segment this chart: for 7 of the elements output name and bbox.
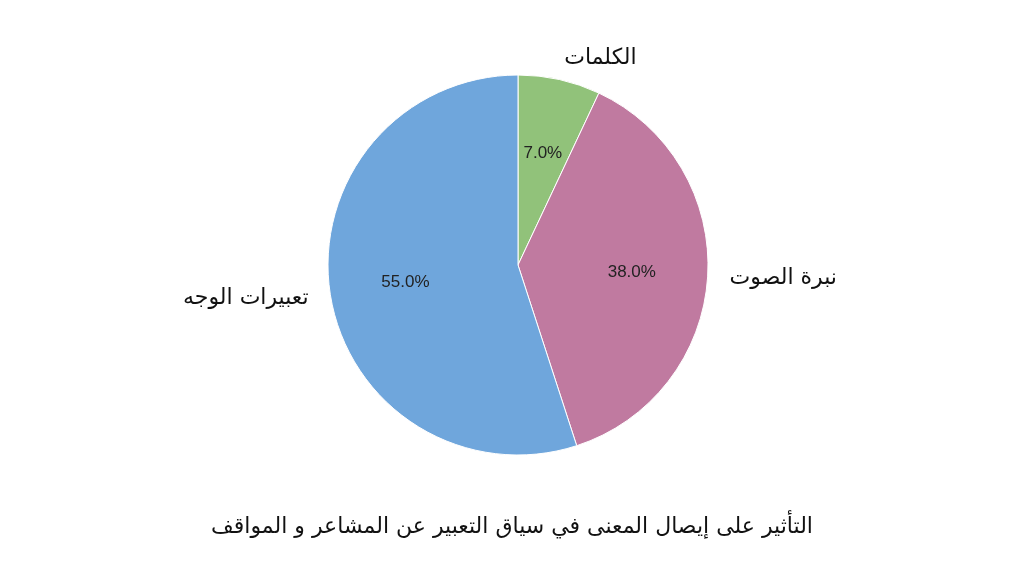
data-label: 55.0%	[381, 272, 430, 292]
slice-label: الكلمات	[564, 44, 637, 70]
text: التأثير على إيصال المعنى في سياق التعبير عن المشاعر و المواقف	[211, 510, 813, 539]
slice-label: نبرة الصوت	[729, 264, 837, 290]
slice-label: تعبيرات الوجه	[183, 284, 309, 310]
data-label: 38.0%	[607, 261, 656, 281]
data-label: 7.0%	[523, 143, 563, 163]
